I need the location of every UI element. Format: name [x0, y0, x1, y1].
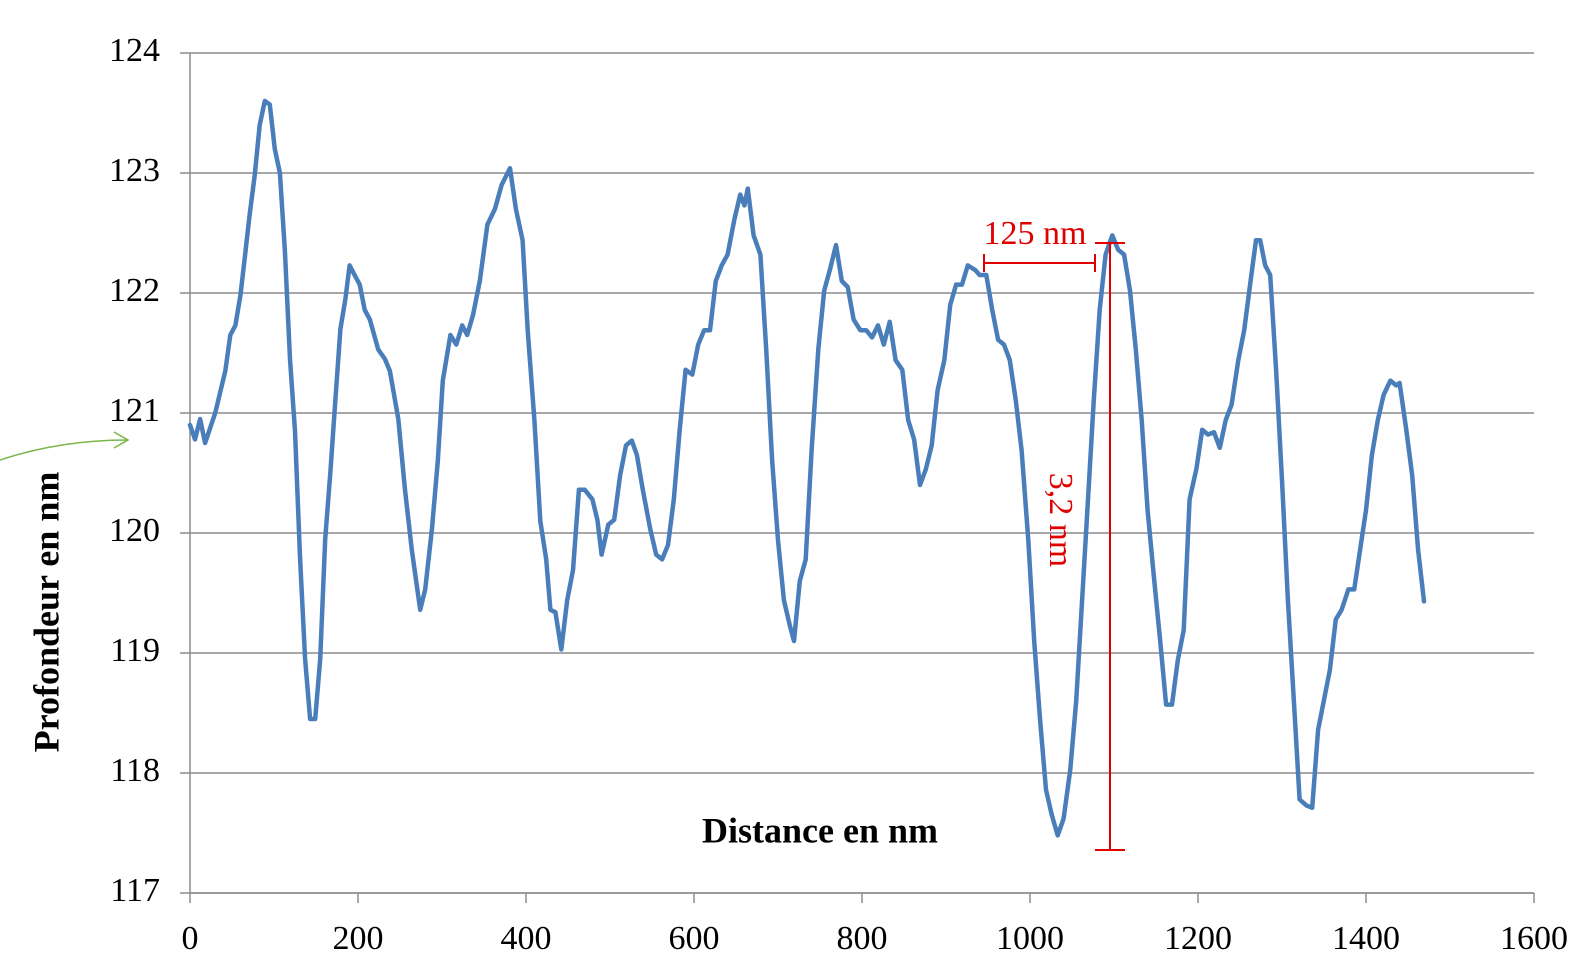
y-tick-label: 121: [109, 392, 160, 429]
x-tick-label: 800: [837, 920, 888, 957]
annotation: 125 nm: [984, 215, 1087, 252]
y-tick-label: 118: [110, 752, 160, 789]
y-tick-label: 119: [110, 632, 160, 669]
annotation-brackets: [983, 242, 1125, 851]
x-tick-label: 600: [669, 920, 720, 957]
y-tick-label: 123: [109, 152, 160, 189]
annotation: 3,2 nm: [1042, 473, 1079, 567]
x-tick-label: 1000: [996, 920, 1064, 957]
x-tick-label: 0: [182, 920, 199, 957]
x-tick-label: 1200: [1164, 920, 1232, 957]
x-tick-label: 1400: [1332, 920, 1400, 957]
y-tick-label: 124: [109, 32, 160, 69]
x-axis-title: Distance en nm: [702, 810, 938, 850]
y-tick-label: 117: [110, 872, 160, 909]
x-tick-label: 1600: [1500, 920, 1568, 957]
arrow-head: [113, 431, 130, 449]
y-tick-label: 120: [109, 512, 160, 549]
x-tick-label: 400: [501, 920, 552, 957]
y-tick-label: 122: [109, 272, 160, 309]
arrow: [0, 439, 129, 461]
data-line: [187, 98, 1427, 838]
y-axis-title: Profondeur en nm: [26, 472, 66, 753]
x-tick-label: 200: [333, 920, 384, 957]
